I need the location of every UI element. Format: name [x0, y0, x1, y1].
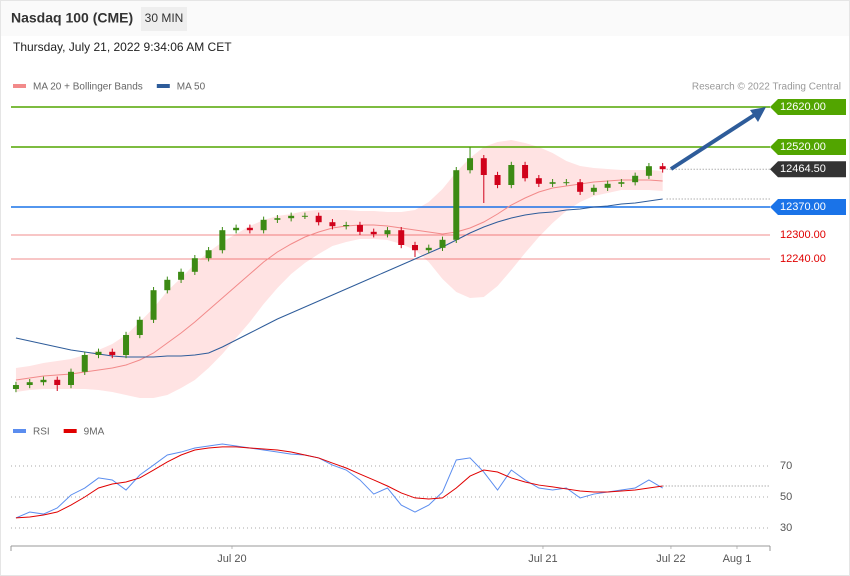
candle-body	[205, 250, 212, 259]
legend-swatch	[13, 84, 26, 88]
candle-body	[343, 225, 350, 227]
candle-body	[632, 175, 639, 183]
candle-body	[136, 319, 143, 335]
ma-line	[15, 179, 663, 381]
rsi-line	[15, 446, 663, 519]
legend-label: 9MA	[84, 427, 105, 438]
price-panel: MA 20 + Bollinger Bands MA 50 12620.00 1252…	[11, 82, 846, 565]
candle-body	[618, 182, 625, 184]
legend-label: MA 50	[177, 82, 206, 93]
x-tick-label: Aug 1	[723, 553, 752, 565]
candle-body	[12, 385, 19, 389]
interval-box	[141, 7, 187, 31]
legend-swatch	[63, 429, 77, 433]
interval: 30 MIN	[145, 11, 184, 25]
candle-body	[315, 215, 322, 223]
level-label: 12240.00	[780, 253, 826, 265]
rsi-line	[15, 443, 663, 519]
candle-body	[329, 222, 336, 227]
candle-body	[26, 382, 33, 385]
candle-body	[398, 230, 405, 245]
candle-body	[384, 230, 391, 235]
candle-body	[260, 219, 267, 231]
candle-body	[301, 215, 308, 217]
candle-body	[109, 351, 116, 355]
level-label: 12620.00	[780, 101, 826, 113]
candle-body	[549, 182, 556, 184]
credit: Research © 2022 Trading Central	[692, 82, 841, 93]
x-tick-label: Jul 22	[656, 553, 685, 565]
level-box	[770, 139, 846, 155]
candle-body	[178, 271, 185, 280]
candle-body	[522, 165, 529, 179]
candle-body	[288, 215, 295, 219]
last-price-box	[770, 161, 846, 178]
bollinger-band	[15, 140, 663, 398]
x-tick-label: Jul 20	[217, 553, 246, 565]
candle-body	[563, 182, 570, 184]
rsi-panel: RSI 9MA 70 50 30	[11, 427, 792, 534]
title: Nasdaq 100 (CME)	[11, 10, 133, 26]
candle-body	[164, 279, 171, 291]
candle-body	[67, 371, 74, 385]
ma-line	[15, 198, 663, 358]
y-tick-label: 70	[780, 460, 792, 472]
level-label: 12520.00	[780, 141, 826, 153]
candle-body	[494, 175, 501, 185]
y-tick-label: 50	[780, 491, 792, 503]
candle-body	[123, 335, 130, 355]
legend-label: RSI	[33, 427, 50, 438]
candle-body	[453, 170, 460, 240]
candle-body	[150, 290, 157, 320]
candle-body	[411, 245, 418, 251]
candle-body	[233, 227, 240, 231]
arrow-head	[750, 107, 766, 122]
last-price-label: 12464.50	[780, 163, 826, 175]
x-tick-label: Jul 21	[528, 553, 557, 565]
candle-body	[219, 230, 226, 251]
candle-body	[274, 218, 281, 220]
candle-body	[246, 227, 253, 231]
y-tick-label: 30	[780, 522, 792, 534]
candle-body	[577, 182, 584, 192]
level-label: 12370.00	[780, 201, 826, 213]
candle-body	[439, 239, 446, 248]
candle-body	[508, 165, 515, 185]
candle-body	[370, 231, 377, 235]
candle-body	[40, 379, 47, 383]
candle-body	[467, 158, 474, 171]
candle-body	[604, 183, 611, 188]
candle-body	[659, 166, 666, 170]
candle-body	[356, 225, 363, 232]
candle-body	[590, 187, 597, 192]
candle-body	[645, 166, 652, 176]
level-box	[770, 199, 846, 215]
candle-body	[425, 247, 432, 251]
legend-swatch	[13, 429, 26, 433]
timestamp: Thursday, July 21, 2022 9:34:06 AM CET	[13, 40, 232, 54]
candle-body	[54, 379, 61, 385]
level-box	[770, 99, 846, 115]
candle-body	[480, 158, 487, 175]
candle-body	[535, 178, 542, 184]
legend-label: MA 20 + Bollinger Bands	[33, 82, 143, 93]
legend-swatch	[156, 84, 170, 88]
level-label: 12300.00	[780, 229, 826, 241]
candle-body	[95, 351, 102, 355]
candle-body	[81, 355, 88, 372]
candle-body	[191, 258, 198, 272]
forecast-arrow	[669, 112, 758, 171]
